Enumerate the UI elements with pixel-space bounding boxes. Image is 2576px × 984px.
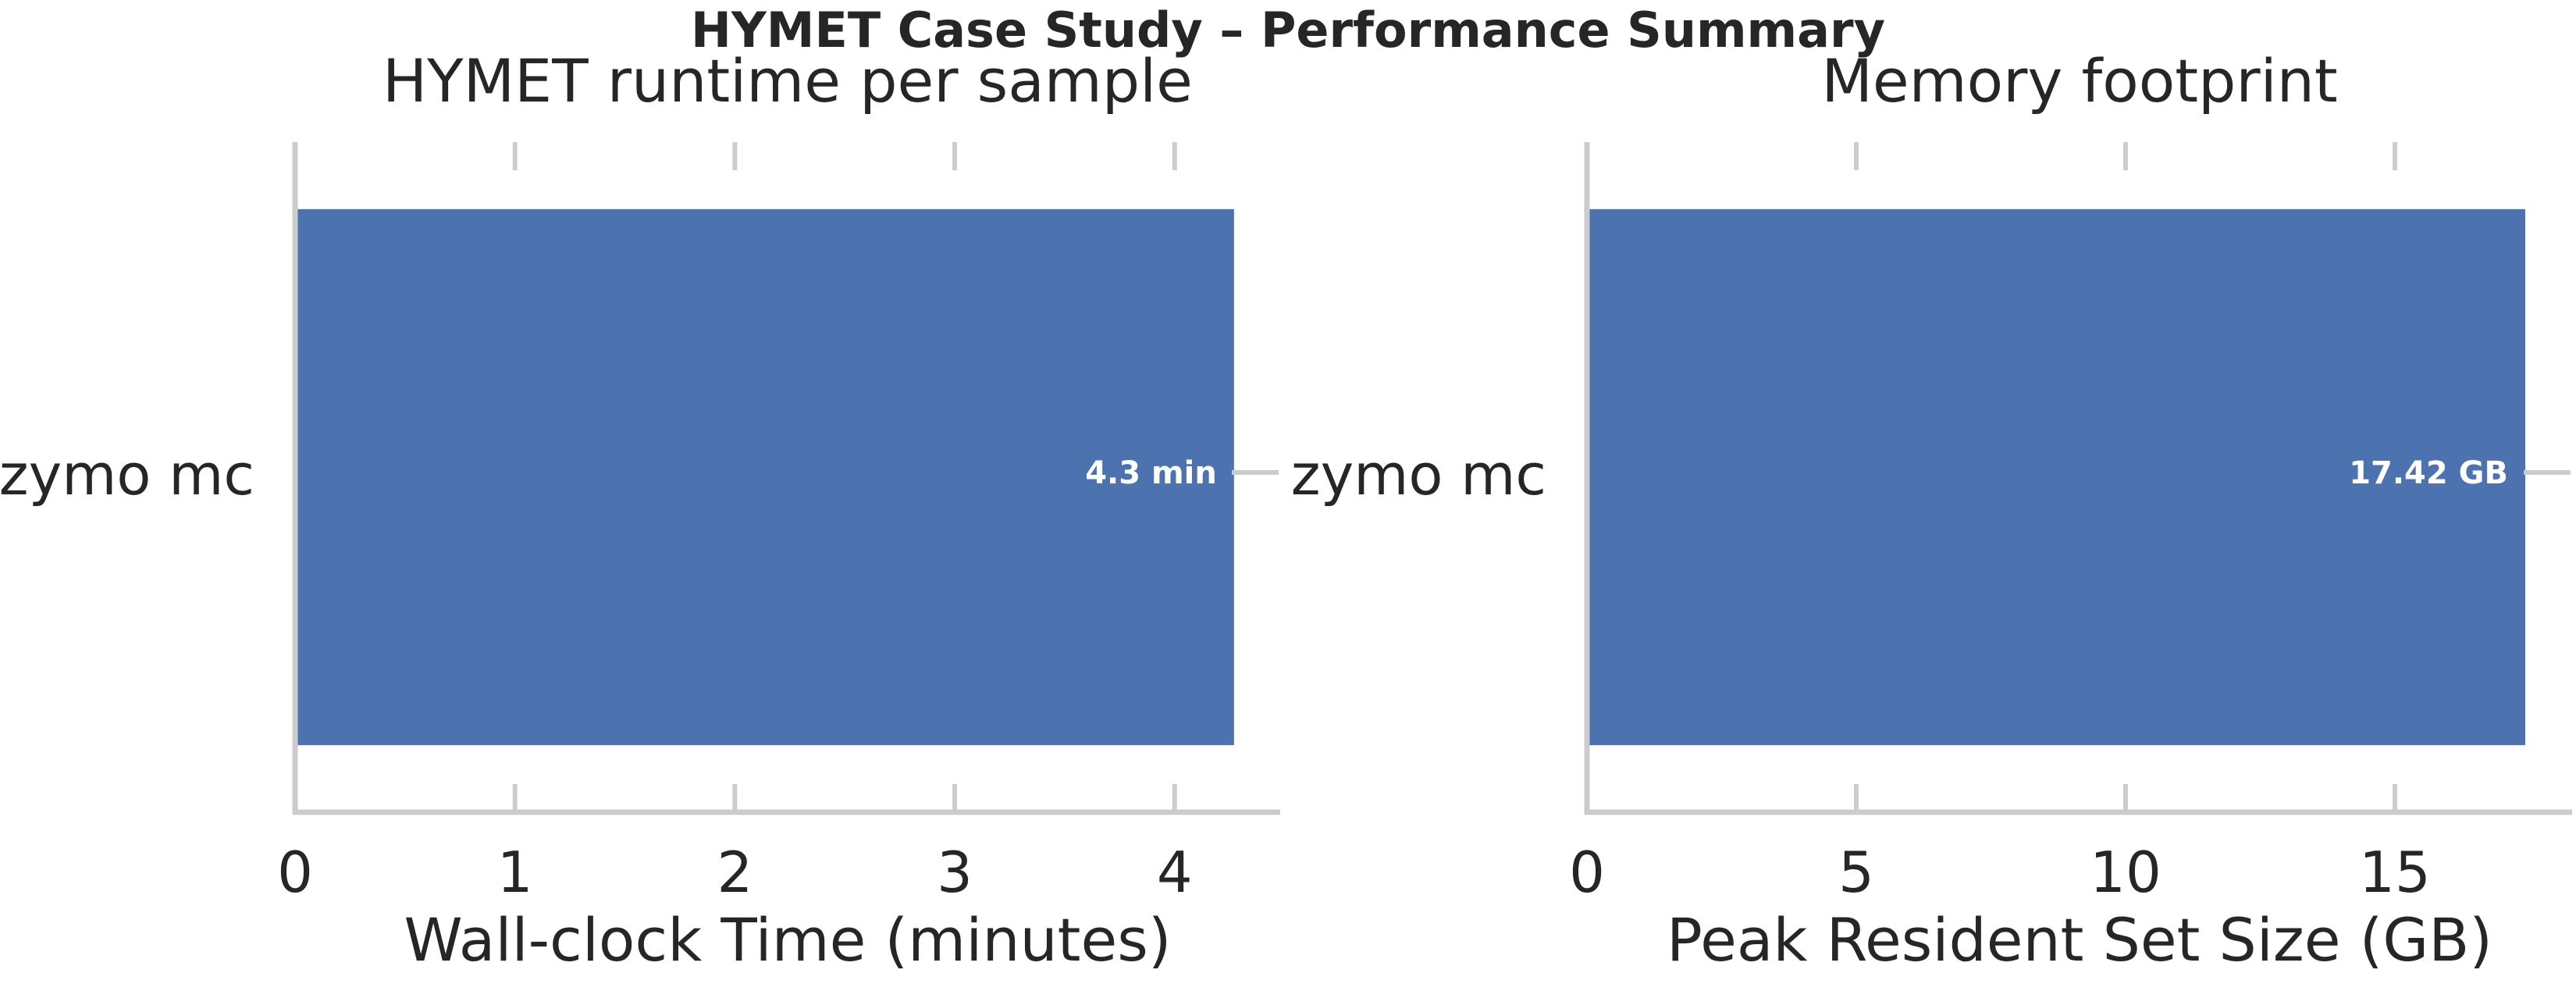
chart-title: Memory footprint bbox=[1821, 46, 2337, 116]
y-tick-label: zymo mc bbox=[0, 442, 254, 508]
bar bbox=[295, 209, 1234, 746]
x-axis-label: Peak Resident Set Size (GB) bbox=[1667, 905, 2492, 975]
chart-title: HYMET runtime per sample bbox=[382, 46, 1193, 116]
chart-panel-1: HYMET runtime per sample zymo mc 4.3 min 0 1… bbox=[0, 46, 1280, 975]
chart-panel-2: Memory footprint zymo mc 17.42 GB 0 5 10 15Pea… bbox=[1291, 46, 2572, 975]
x-tick-label: 10 bbox=[2090, 840, 2161, 905]
x-tick-label: 15 bbox=[2359, 840, 2431, 905]
chart-panels: HYMET runtime per sample zymo mc 4.3 min 0 1… bbox=[0, 46, 2572, 975]
x-tick-label: 1 bbox=[497, 840, 533, 905]
y-tick-label: zymo mc bbox=[1291, 442, 1546, 508]
data-label: 4.3 min bbox=[1085, 455, 1217, 491]
data-label: 17.42 GB bbox=[2349, 455, 2508, 491]
x-tick-label: 2 bbox=[717, 840, 753, 905]
x-tick-label: 5 bbox=[1838, 840, 1874, 905]
figure-suptitle: HYMET Case Study – Performance Summary bbox=[691, 2, 1885, 59]
bar bbox=[1587, 209, 2525, 746]
x-axis-label: Wall-clock Time (minutes) bbox=[404, 905, 1172, 975]
x-tick-label: 4 bbox=[1157, 840, 1193, 905]
x-tick-label: 0 bbox=[1569, 840, 1605, 905]
x-tick-label: 0 bbox=[277, 840, 313, 905]
x-tick-label: 3 bbox=[937, 840, 973, 905]
